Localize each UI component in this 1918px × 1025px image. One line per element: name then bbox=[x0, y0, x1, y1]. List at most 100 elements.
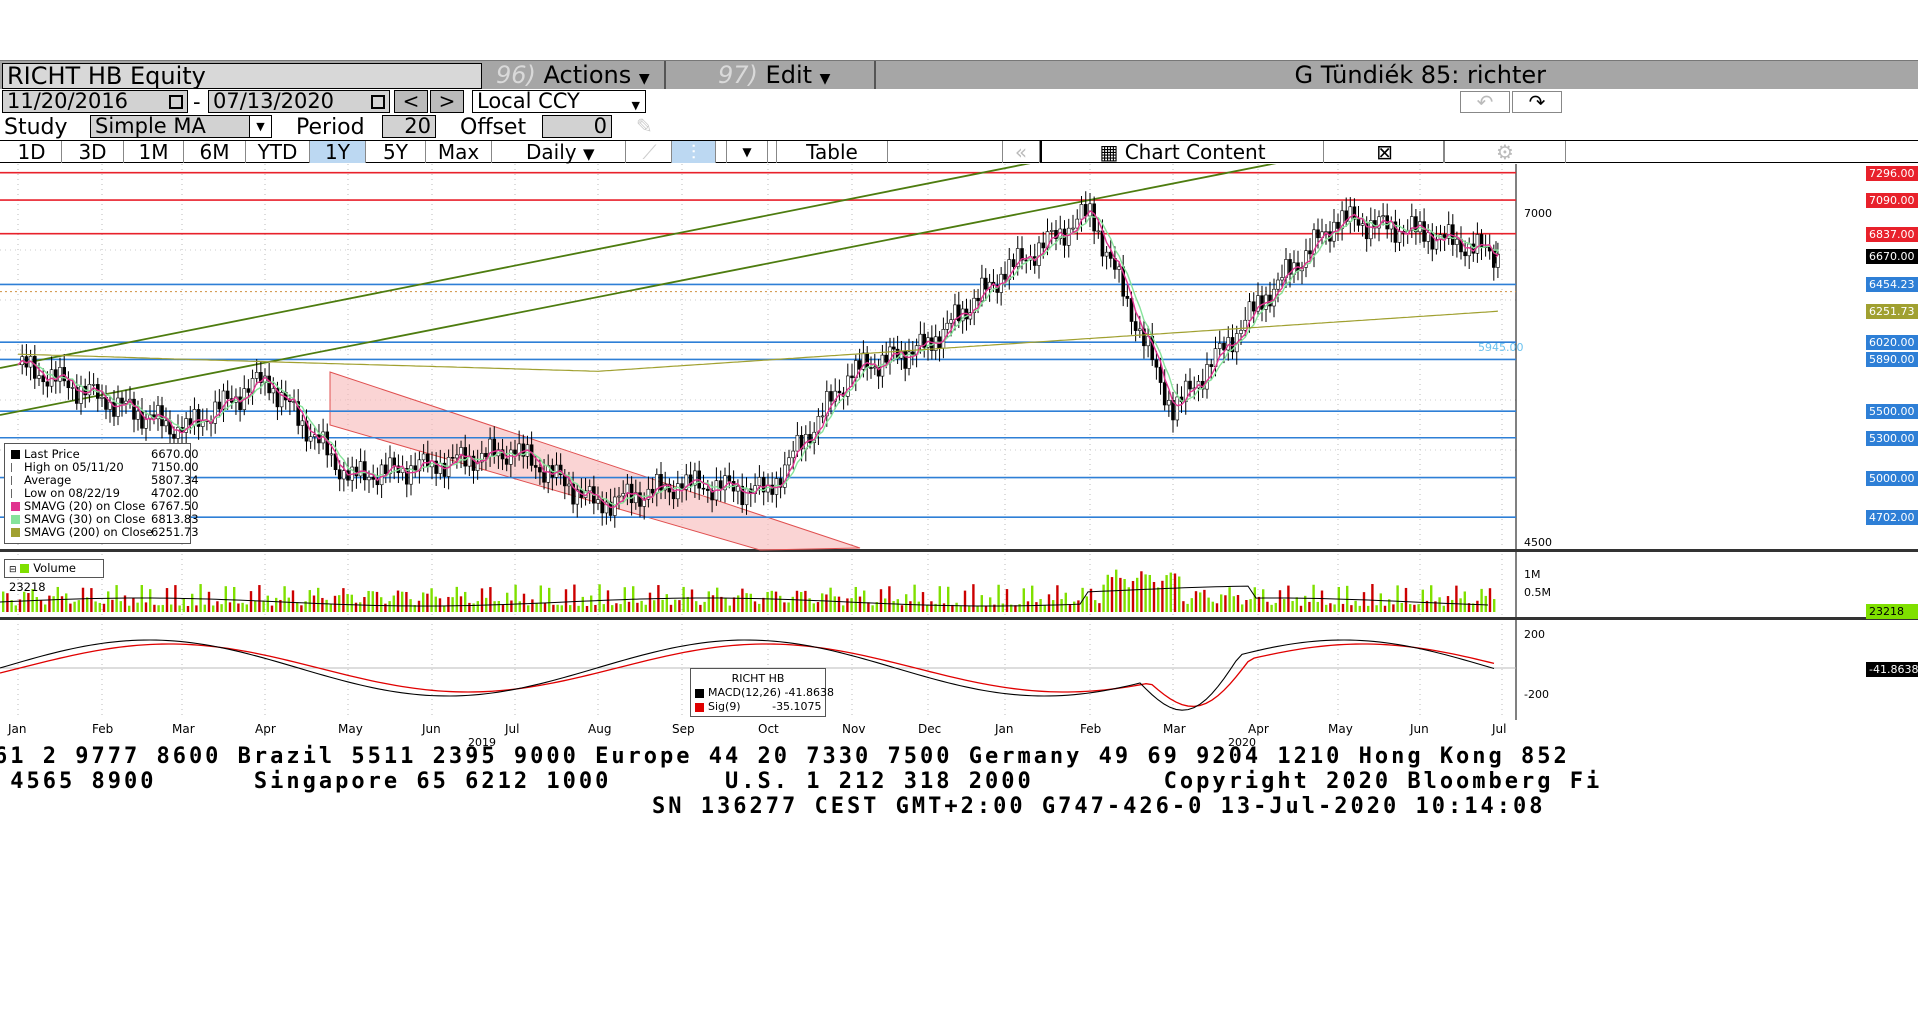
chart-type-dropdown[interactable]: ▼ bbox=[726, 141, 768, 163]
candle-chart-button[interactable]: ⫶ bbox=[672, 141, 716, 163]
candle-body bbox=[91, 384, 96, 386]
candle-body bbox=[869, 367, 873, 369]
volume-bar bbox=[329, 604, 332, 612]
period-tab-1d[interactable]: 1D bbox=[2, 141, 62, 163]
candle-body bbox=[701, 487, 706, 490]
candle-body bbox=[791, 450, 796, 459]
candle-body bbox=[1356, 218, 1361, 226]
pencil-icon[interactable]: ✎ bbox=[636, 114, 653, 138]
volume-bar bbox=[1467, 603, 1471, 612]
annotate-button[interactable]: ⊠ bbox=[1326, 141, 1444, 163]
price-tag: 4702.00 bbox=[1866, 510, 1918, 526]
sma30-line bbox=[17, 215, 1500, 506]
period-tab-1y[interactable]: 1Y bbox=[310, 141, 366, 163]
volume-bar bbox=[102, 603, 106, 612]
legend-swatch bbox=[11, 489, 20, 498]
volume-bar bbox=[1333, 604, 1336, 612]
volume-bar bbox=[388, 601, 391, 612]
prev-button[interactable]: < bbox=[394, 90, 428, 113]
volume-bar bbox=[686, 596, 689, 612]
volume-bar bbox=[951, 604, 954, 612]
candle-body bbox=[136, 410, 140, 420]
volume-bar bbox=[1106, 574, 1109, 612]
footer-line-2: 4565 8900 Singapore 65 6212 1000 U.S. 1 … bbox=[0, 769, 1603, 794]
candle-body bbox=[176, 427, 180, 439]
month-label: May bbox=[338, 722, 363, 736]
period-tab-ytd[interactable]: YTD bbox=[246, 141, 310, 163]
next-button[interactable]: > bbox=[430, 90, 464, 113]
volume-bar bbox=[60, 596, 64, 612]
security-name: RICHT HB Equity bbox=[7, 62, 206, 90]
redo-button[interactable]: ↷ bbox=[1512, 91, 1562, 113]
table-button[interactable]: Table bbox=[776, 141, 888, 163]
volume-bar bbox=[556, 604, 559, 612]
collapse-icon[interactable]: ⊟ bbox=[9, 565, 17, 575]
legend-swatch bbox=[11, 463, 20, 472]
undo-button[interactable]: ↶ bbox=[1460, 91, 1510, 113]
volume-bar bbox=[955, 602, 958, 612]
chart-content-button[interactable]: ▦ Chart Content bbox=[1040, 141, 1324, 163]
volume-bar bbox=[972, 584, 975, 612]
volume-bar bbox=[770, 590, 773, 612]
price-chart[interactable] bbox=[0, 164, 1918, 724]
currency-value: Local CCY bbox=[477, 89, 580, 113]
currency-select[interactable]: Local CCY ▼ bbox=[472, 90, 646, 113]
period-tab-max[interactable]: Max bbox=[426, 141, 492, 163]
volume-bar bbox=[1421, 589, 1424, 612]
volume-bar bbox=[585, 605, 589, 612]
volume-bar bbox=[52, 596, 55, 612]
candle-body bbox=[845, 375, 850, 397]
start-date-field[interactable]: 11/20/2016 bbox=[2, 90, 188, 113]
period-tab-5y[interactable]: 5Y bbox=[366, 141, 426, 163]
candle-body bbox=[479, 453, 484, 463]
candle-body bbox=[949, 319, 953, 324]
chart-content-label: Chart Content bbox=[1124, 140, 1266, 164]
volume-bar bbox=[1438, 597, 1441, 612]
volume-bar bbox=[934, 603, 937, 612]
volume-bar bbox=[300, 605, 303, 612]
volume-bar bbox=[1190, 598, 1193, 612]
volume-bar bbox=[837, 596, 841, 612]
volume-average-line bbox=[0, 585, 1489, 607]
frequency-select[interactable]: Daily ▼ bbox=[516, 141, 626, 163]
candle-body bbox=[1209, 364, 1214, 367]
volume-bar bbox=[976, 605, 979, 612]
line-chart-button[interactable]: ⟋ bbox=[628, 141, 672, 163]
footer-line-3: SN 136277 CEST GMT+2:00 G747-426-0 13-Ju… bbox=[652, 794, 1546, 819]
end-date-field[interactable]: 07/13/2020 bbox=[208, 90, 390, 113]
security-field[interactable]: RICHT HB Equity bbox=[2, 63, 482, 89]
volume-bar bbox=[968, 605, 971, 612]
candle-body bbox=[1312, 229, 1316, 255]
volume-bar bbox=[1005, 589, 1009, 612]
period-tab-3d[interactable]: 3D bbox=[62, 141, 124, 163]
study-select[interactable]: Simple MA ▼ bbox=[90, 115, 272, 138]
period-field[interactable]: 20 bbox=[382, 115, 436, 138]
candle-body bbox=[41, 375, 46, 383]
signal-label: Sig(9) bbox=[708, 700, 741, 713]
calendar-icon[interactable] bbox=[371, 95, 385, 109]
period-tab-1m[interactable]: 1M bbox=[124, 141, 184, 163]
candle-body bbox=[329, 453, 334, 456]
collapse-left-button[interactable]: « bbox=[1002, 141, 1040, 163]
candle-body bbox=[504, 458, 509, 465]
edit-menu[interactable]: 97) Edit ▼ bbox=[718, 61, 830, 89]
volume-bar bbox=[699, 604, 702, 612]
volume-bar bbox=[1211, 601, 1214, 612]
volume-bar bbox=[1413, 604, 1416, 612]
volume-bar bbox=[598, 584, 601, 612]
period-tab-6m[interactable]: 6M bbox=[184, 141, 246, 163]
volume-bar bbox=[107, 591, 110, 612]
volume-bar bbox=[1220, 594, 1223, 612]
actions-menu[interactable]: 96) Actions ▼ bbox=[496, 61, 666, 89]
candle-body bbox=[538, 467, 542, 473]
volume-bar bbox=[590, 595, 593, 612]
frequency-value: Daily bbox=[526, 140, 577, 164]
gear-icon[interactable]: ⚙ bbox=[1444, 141, 1566, 163]
macd-line bbox=[0, 639, 1495, 711]
volume-bar bbox=[413, 605, 416, 612]
offset-field[interactable]: 0 bbox=[542, 115, 612, 138]
calendar-icon[interactable] bbox=[169, 95, 183, 109]
volume-bar bbox=[90, 588, 93, 612]
volume-bar bbox=[266, 595, 269, 612]
volume-bar bbox=[606, 590, 610, 612]
